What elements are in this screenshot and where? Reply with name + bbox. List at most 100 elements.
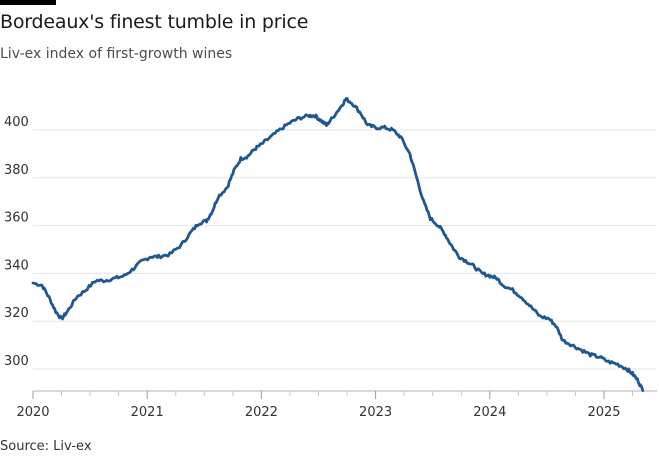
data-point: [489, 275, 491, 277]
data-point: [530, 306, 532, 308]
data-point: [61, 318, 63, 320]
data-point: [450, 244, 452, 246]
data-point: [85, 289, 87, 291]
data-point: [496, 277, 498, 279]
data-point: [437, 225, 439, 227]
data-point: [642, 390, 644, 392]
data-point: [626, 368, 628, 370]
data-point: [308, 115, 310, 117]
data-point: [443, 232, 445, 234]
y-tick-label-360: 360: [4, 211, 29, 226]
data-point: [598, 356, 600, 358]
data-point: [423, 201, 425, 203]
data-point: [95, 280, 97, 282]
data-point: [217, 196, 219, 198]
data-point: [190, 232, 192, 234]
data-point: [123, 275, 125, 277]
data-point: [133, 268, 135, 270]
chart-title: Bordeaux's finest tumble in price: [0, 11, 309, 33]
data-point: [409, 153, 411, 155]
data-point: [41, 284, 43, 286]
data-point: [458, 256, 460, 258]
data-point: [206, 220, 208, 222]
data-point: [314, 115, 316, 117]
data-point: [384, 127, 386, 129]
data-point: [429, 217, 431, 219]
data-point: [331, 117, 333, 119]
data-point: [637, 380, 639, 382]
data-point: [247, 155, 249, 157]
data-point: [360, 112, 362, 114]
y-tick-label-340: 340: [4, 258, 29, 273]
data-point: [198, 222, 200, 224]
data-point: [400, 136, 402, 138]
data-point: [352, 103, 354, 105]
data-point: [503, 284, 505, 286]
data-point: [233, 170, 235, 172]
data-point: [279, 129, 281, 131]
data-point: [340, 105, 342, 107]
chart-source: Source: Liv-ex: [0, 439, 92, 454]
y-tick-label-300: 300: [4, 354, 29, 369]
x-tick-label-2020: 2020: [16, 405, 49, 420]
y-gridlines: [33, 129, 657, 370]
data-point: [632, 373, 634, 375]
data-point: [48, 296, 50, 298]
data-point: [55, 311, 57, 313]
data-point: [326, 124, 328, 126]
data-point: [181, 244, 183, 246]
x-tick-label-2021: 2021: [131, 405, 164, 420]
data-point: [158, 256, 160, 258]
data-point: [320, 119, 322, 121]
data-point: [617, 363, 619, 365]
brand-bar: [0, 0, 56, 5]
data-point: [114, 277, 116, 279]
data-point: [608, 361, 610, 363]
data-point: [226, 186, 228, 188]
y-tick-label-320: 320: [4, 306, 29, 321]
data-point: [562, 339, 564, 341]
data-point: [66, 311, 68, 313]
y-tick-label-400: 400: [4, 115, 29, 130]
data-point: [169, 253, 171, 255]
data-point: [539, 315, 541, 317]
data-point: [150, 256, 152, 258]
data-point: [367, 124, 369, 126]
x-tick-label-2022: 2022: [245, 405, 278, 420]
x-tick-labels: 2020 2021 2022 2023 2024 2025: [16, 405, 620, 420]
data-point: [104, 280, 106, 282]
x-tick-label-2023: 2023: [359, 405, 392, 420]
data-point: [75, 296, 77, 298]
data-point: [375, 127, 377, 129]
data-point: [32, 282, 34, 284]
data-point: [555, 325, 557, 327]
data-point: [345, 98, 347, 100]
chart-subtitle: Liv-ex index of first-growth wines: [0, 46, 233, 62]
data-point: [141, 261, 143, 263]
data-point: [512, 289, 514, 291]
data-point: [589, 354, 591, 356]
data-point: [270, 136, 272, 138]
data-point: [481, 272, 483, 274]
x-tick-label-2024: 2024: [473, 405, 506, 420]
data-point: [473, 265, 475, 267]
series-line-0: [31, 97, 645, 392]
y-tick-label-380: 380: [4, 163, 29, 178]
data-point: [521, 296, 523, 298]
data-point: [548, 318, 550, 320]
data-point: [254, 148, 256, 150]
data-point: [211, 210, 213, 212]
data-point: [466, 261, 468, 263]
x-axis: [32, 390, 657, 399]
data-point: [260, 143, 262, 145]
data-point: [571, 344, 573, 346]
y-tick-labels: 300 320 340 360 380 400: [4, 115, 29, 369]
x-tick-label-2025: 2025: [587, 405, 620, 420]
series-group: [31, 97, 645, 392]
data-point: [416, 177, 418, 179]
data-point: [392, 129, 394, 131]
data-point: [240, 158, 242, 160]
data-point: [289, 122, 291, 124]
data-point: [580, 349, 582, 351]
